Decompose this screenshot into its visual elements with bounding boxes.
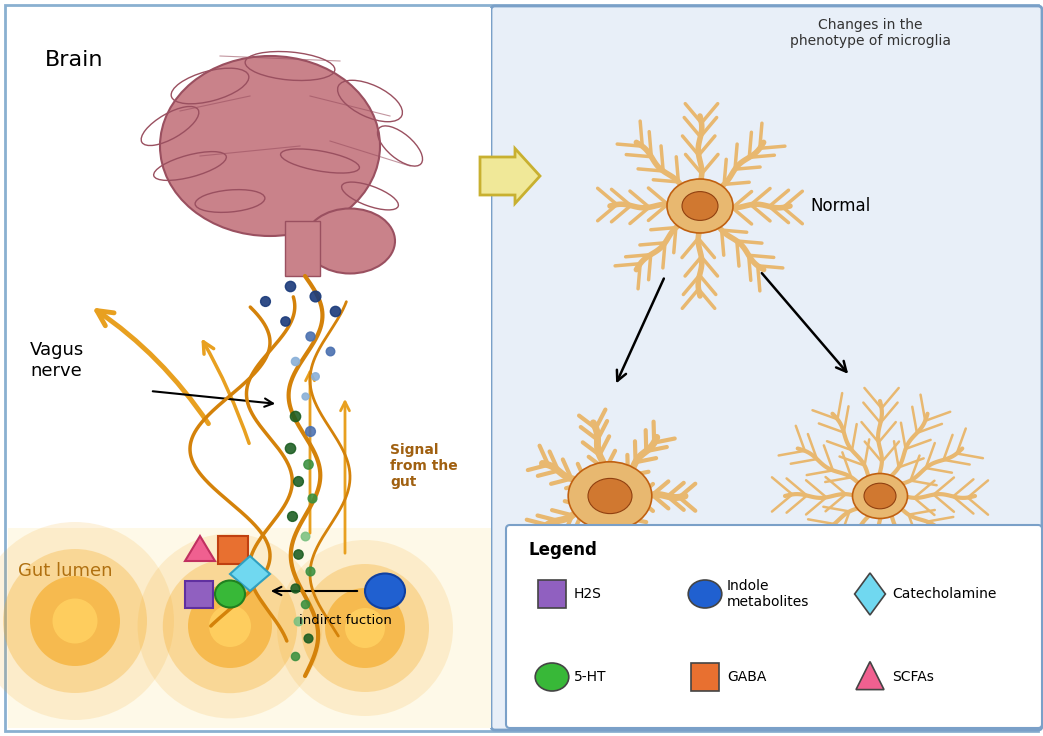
- Text: H2S: H2S: [574, 587, 602, 601]
- Text: Changes in the
phenotype of microglia: Changes in the phenotype of microglia: [790, 18, 950, 48]
- Polygon shape: [185, 536, 215, 561]
- Circle shape: [301, 564, 429, 692]
- Point: [307, 370, 323, 382]
- Point: [296, 598, 313, 610]
- Circle shape: [345, 608, 385, 648]
- Ellipse shape: [160, 56, 380, 236]
- FancyBboxPatch shape: [8, 528, 491, 728]
- Point: [282, 442, 298, 454]
- Circle shape: [52, 598, 97, 643]
- Circle shape: [163, 559, 297, 693]
- Point: [301, 565, 318, 577]
- Text: Catecholamine: Catecholamine: [892, 587, 996, 601]
- Circle shape: [209, 605, 251, 647]
- Text: GABA: GABA: [727, 670, 767, 684]
- FancyBboxPatch shape: [506, 525, 1042, 728]
- Point: [301, 330, 318, 342]
- Ellipse shape: [688, 580, 722, 608]
- Ellipse shape: [305, 208, 395, 274]
- Ellipse shape: [588, 478, 632, 514]
- Point: [326, 305, 343, 317]
- FancyArrow shape: [480, 149, 540, 203]
- Text: SCFAs: SCFAs: [892, 670, 933, 684]
- Circle shape: [277, 540, 453, 716]
- Circle shape: [325, 588, 405, 668]
- Point: [299, 632, 316, 644]
- Text: Indole
metabolites: Indole metabolites: [727, 579, 809, 609]
- Point: [257, 295, 273, 307]
- Bar: [285, 221, 320, 276]
- Text: Signal
from the
gut: Signal from the gut: [390, 443, 458, 489]
- Bar: [8, 8, 491, 728]
- Point: [287, 582, 304, 594]
- Ellipse shape: [568, 461, 652, 530]
- Ellipse shape: [852, 473, 907, 518]
- FancyBboxPatch shape: [491, 6, 1042, 730]
- Point: [299, 458, 316, 470]
- Bar: [692, 663, 719, 691]
- Point: [284, 510, 300, 522]
- Text: Brain: Brain: [45, 50, 103, 70]
- Point: [296, 530, 313, 542]
- Point: [321, 345, 338, 357]
- Text: Gut lumen: Gut lumen: [18, 562, 113, 580]
- Point: [307, 290, 323, 302]
- Point: [296, 390, 313, 402]
- Text: Normal: Normal: [810, 197, 870, 215]
- Point: [290, 548, 307, 560]
- Ellipse shape: [215, 581, 245, 607]
- Point: [301, 425, 318, 437]
- Ellipse shape: [535, 663, 568, 691]
- Ellipse shape: [682, 191, 718, 220]
- Circle shape: [188, 584, 272, 668]
- Circle shape: [138, 534, 322, 718]
- Text: Resting: Resting: [849, 607, 911, 625]
- Point: [290, 615, 307, 627]
- Circle shape: [3, 549, 147, 693]
- Polygon shape: [231, 556, 270, 591]
- Ellipse shape: [365, 573, 405, 609]
- FancyBboxPatch shape: [5, 5, 1038, 731]
- Point: [276, 315, 293, 327]
- Text: Active: Active: [584, 592, 636, 610]
- Point: [290, 475, 307, 487]
- Bar: [218, 536, 248, 564]
- Text: indirct fuction: indirct fuction: [298, 614, 391, 627]
- Text: Vagus
nerve: Vagus nerve: [30, 342, 84, 380]
- Point: [282, 280, 298, 292]
- Bar: [538, 580, 566, 608]
- Point: [304, 492, 320, 504]
- Text: 5-HT: 5-HT: [574, 670, 606, 684]
- Point: [287, 650, 304, 662]
- Polygon shape: [856, 662, 884, 690]
- Polygon shape: [854, 573, 886, 615]
- Bar: [185, 581, 213, 608]
- Ellipse shape: [864, 484, 896, 509]
- Ellipse shape: [668, 179, 733, 233]
- Circle shape: [30, 576, 120, 666]
- Point: [287, 355, 304, 367]
- Point: [287, 410, 304, 422]
- Circle shape: [0, 522, 174, 720]
- Text: Legend: Legend: [528, 541, 597, 559]
